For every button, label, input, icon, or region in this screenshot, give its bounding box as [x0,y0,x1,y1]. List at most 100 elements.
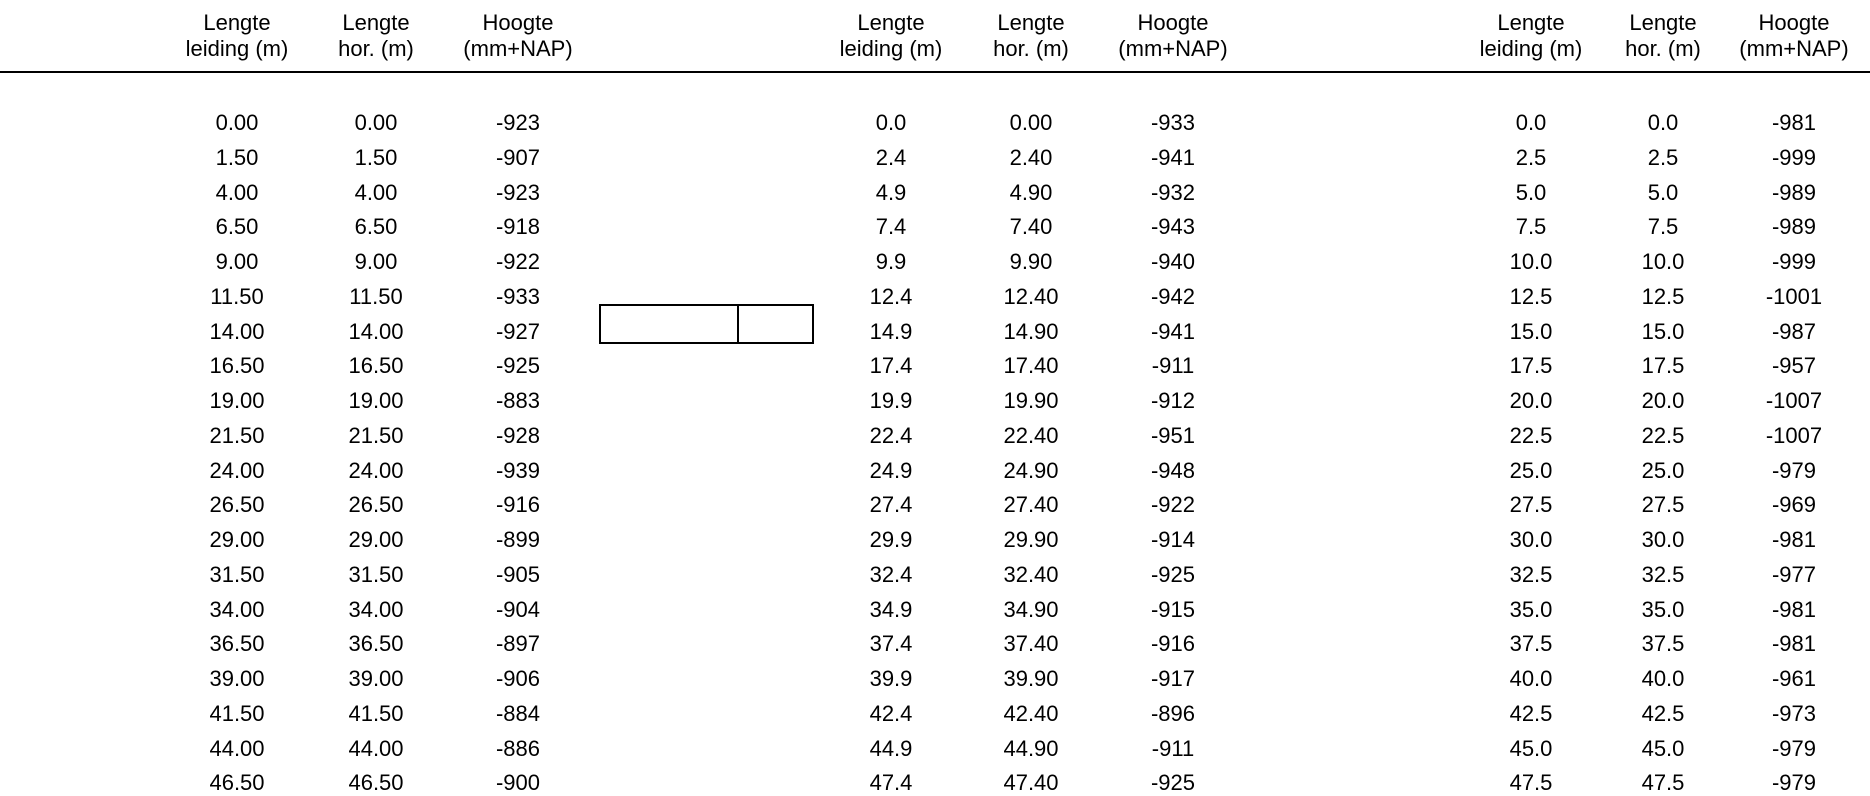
column-header-lengte-hor: Lengte hor. (m) [1583,10,1743,62]
table-cell-lengte-leiding: 14.9 [869,319,913,344]
table-cell-lengte-leiding: 40.0 [1509,666,1553,691]
empty-selection-box[interactable] [599,304,814,344]
column-header-line2: leiding (m) [185,36,289,61]
table-cell-lengte-leiding: 6.50 [215,214,259,239]
table-cell-hoogte: -941 [1150,319,1196,344]
table-cell-hoogte: -987 [1771,319,1817,344]
table-cell-lengte-hor: 5.0 [1647,180,1679,205]
table-cell-hoogte: -961 [1771,666,1817,691]
table-cell-lengte-leiding: 16.50 [209,353,265,378]
table-cell-lengte-leiding: 25.0 [1509,458,1553,483]
table-cell-lengte-leiding: 12.5 [1509,284,1553,309]
table-cell-hoogte: -979 [1771,736,1817,761]
table-cell-lengte-hor: 44.90 [1003,736,1059,761]
column-header-line1: Hoogte [1758,10,1830,35]
table-cell-lengte-hor: 0.0 [1647,110,1679,135]
table-cell-lengte-hor: 30.0 [1641,527,1685,552]
table-cell-hoogte: -999 [1771,145,1817,170]
table-cell-lengte-leiding: 2.5 [1515,145,1547,170]
table-cell-hoogte: -884 [495,701,541,726]
column-header-line2: (mm+NAP) [1739,36,1849,61]
table-cell-hoogte: -977 [1771,562,1817,587]
table-cell-hoogte: -886 [495,736,541,761]
table-cell-lengte-leiding: 21.50 [209,423,265,448]
table-cell-hoogte: -899 [495,527,541,552]
table-cell-hoogte: -1007 [1765,423,1823,448]
column-header-line1: Hoogte [1137,10,1209,35]
table-cell-hoogte: -969 [1771,492,1817,517]
table-cell-lengte-hor: 42.40 [1003,701,1059,726]
table-cell-lengte-leiding: 17.5 [1509,353,1553,378]
table-cell-lengte-leiding: 44.00 [209,736,265,761]
column-header-line2: leiding (m) [839,36,943,61]
table-cell-lengte-leiding: 42.5 [1509,701,1553,726]
table-cell-lengte-hor: 11.50 [349,284,403,309]
table-cell-lengte-leiding: 19.00 [209,388,265,413]
table-cell-lengte-leiding: 27.5 [1509,492,1553,517]
table-cell-lengte-leiding: 41.50 [209,701,265,726]
column-header-hoogte: Hoogte (mm+NAP) [1714,10,1870,62]
table-cell-lengte-leiding: 9.00 [215,249,259,274]
table-cell-lengte-hor: 37.40 [1003,631,1059,656]
table-cell-lengte-leiding: 26.50 [209,492,265,517]
table-cell-hoogte: -918 [495,214,541,239]
table-cell-lengte-leiding: 31.50 [209,562,265,587]
table-cell-lengte-leiding: 22.4 [869,423,913,448]
table-cell-lengte-leiding: 20.0 [1509,388,1553,413]
table-cell-hoogte: -981 [1771,527,1817,552]
table-cell-lengte-hor: 32.40 [1003,562,1059,587]
column-header-line1: Hoogte [482,10,554,35]
table-cell-lengte-hor: 29.90 [1003,527,1059,552]
table-cell-hoogte: -896 [1150,701,1196,726]
table-cell-lengte-hor: 36.50 [348,631,404,656]
table-cell-lengte-leiding: 7.5 [1515,214,1547,239]
table-cell-lengte-hor: 12.5 [1641,284,1685,309]
column-header-line1: Lengte [1497,10,1565,35]
table-cell-hoogte: -897 [495,631,541,656]
table-cell-lengte-hor: 1.50 [354,145,398,170]
table-cell-lengte-leiding: 0.0 [1515,110,1547,135]
table-cell-hoogte: -916 [495,492,541,517]
table-cell-lengte-hor: 19.90 [1003,388,1059,413]
table-cell-hoogte: -981 [1771,110,1817,135]
table-cell-lengte-leiding: 11.50 [210,284,264,309]
column-header-line2: hor. (m) [1625,36,1701,61]
table-cell-lengte-hor: 7.5 [1647,214,1679,239]
table-cell-lengte-leiding: 30.0 [1509,527,1553,552]
table-cell-hoogte: -923 [495,180,541,205]
table-cell-lengte-hor: 17.40 [1003,353,1059,378]
table-cell-lengte-leiding: 17.4 [869,353,913,378]
table-cell-lengte-hor: 27.40 [1003,492,1059,517]
table-cell-lengte-hor: 37.5 [1641,631,1685,656]
column-header-line2: hor. (m) [993,36,1069,61]
table-cell-lengte-leiding: 37.4 [869,631,913,656]
table-cell-lengte-leiding: 47.5 [1509,770,1553,795]
table-cell-lengte-hor: 47.5 [1641,770,1685,795]
table-cell-lengte-hor: 32.5 [1641,562,1685,587]
table-cell-hoogte: -900 [495,770,541,795]
table-cell-lengte-leiding: 37.5 [1509,631,1553,656]
column-header-lengte-hor: Lengte hor. (m) [296,10,456,62]
table-cell-lengte-leiding: 42.4 [869,701,913,726]
table-cell-lengte-hor: 34.90 [1003,597,1059,622]
table-cell-hoogte: -883 [495,388,541,413]
table-cell-lengte-leiding: 1.50 [215,145,259,170]
table-cell-lengte-leiding: 24.9 [869,458,913,483]
table-cell-lengte-hor: 47.40 [1003,770,1059,795]
table-cell-hoogte: -912 [1150,388,1196,413]
table-cell-lengte-leiding: 32.5 [1509,562,1553,587]
table-cell-hoogte: -925 [1150,770,1196,795]
table-cell-lengte-hor: 39.00 [348,666,404,691]
table-cell-hoogte: -925 [495,353,541,378]
table-cell-hoogte: -916 [1150,631,1196,656]
table-cell-lengte-hor: 22.40 [1003,423,1059,448]
table-cell-hoogte: -928 [495,423,541,448]
table-cell-lengte-leiding: 29.9 [869,527,913,552]
column-header-lengte-leiding: Lengte leiding (m) [157,10,317,62]
table-cell-lengte-hor: 2.40 [1009,145,1053,170]
table-cell-lengte-hor: 41.50 [348,701,404,726]
table-cell-hoogte: -939 [495,458,541,483]
table-cell-lengte-leiding: 35.0 [1509,597,1553,622]
table-cell-hoogte: -907 [495,145,541,170]
table-cell-lengte-hor: 24.00 [348,458,404,483]
